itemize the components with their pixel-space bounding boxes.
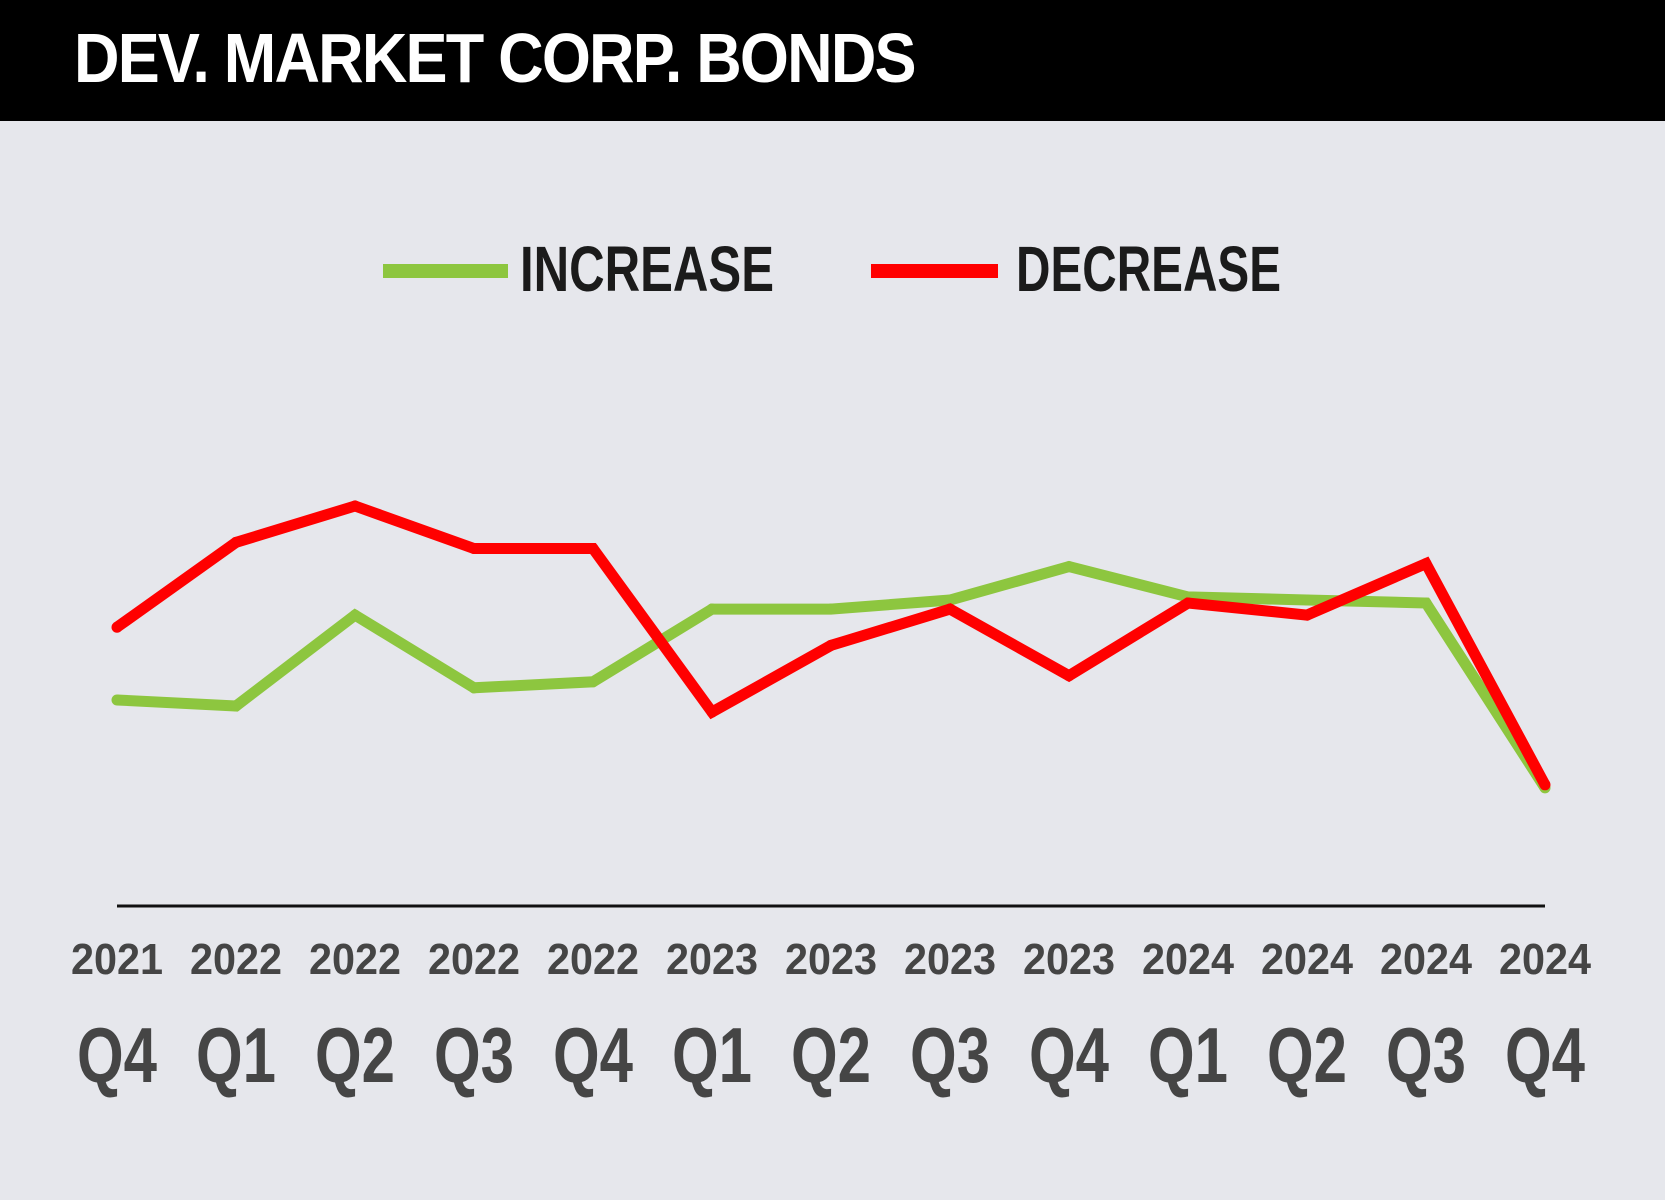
data-point-decrease [706,706,718,718]
x-tick-quarter-label: Q1 [672,1011,752,1099]
legend-label-increase: INCREASE [520,233,774,305]
data-point-increase [468,682,480,694]
data-point-decrease [1182,597,1194,609]
data-point-increase [825,603,837,615]
data-point-decrease [468,542,480,554]
data-point-increase [587,676,599,688]
x-tick-quarter-label: Q3 [1386,1011,1466,1099]
data-point-decrease [1420,558,1432,570]
legend-label-decrease: DECREASE [1016,233,1281,305]
data-point-decrease [1063,670,1075,682]
x-tick-year-label: 2023 [666,935,758,984]
data-point-increase [1420,597,1432,609]
x-tick-year-label: 2023 [785,935,877,984]
data-point-decrease [111,621,123,633]
title-bar: DEV. MARKET CORP. BONDS [0,0,1665,121]
x-tick-quarter-label: Q2 [315,1011,395,1099]
x-tick-year-label: 2022 [547,935,639,984]
data-point-decrease [944,603,956,615]
data-point-decrease [230,536,242,548]
data-point-increase [1063,561,1075,573]
data-point-decrease [1539,779,1551,791]
x-tick-quarter-label: Q4 [1029,1011,1109,1099]
x-tick-quarter-label: Q4 [77,1011,157,1099]
x-tick-quarter-label: Q1 [196,1011,276,1099]
x-tick-year-label: 2024 [1380,935,1472,984]
data-point-decrease [349,500,361,512]
data-point-increase [230,700,242,712]
chart-title: DEV. MARKET CORP. BONDS [74,19,917,97]
x-tick-year-label: 2022 [190,935,282,984]
data-point-decrease [587,542,599,554]
x-tick-quarter-label: Q4 [553,1011,633,1099]
x-tick-year-label: 2021 [71,935,163,984]
x-tick-year-label: 2024 [1261,935,1353,984]
x-tick-quarter-label: Q2 [791,1011,871,1099]
x-tick-quarter-label: Q1 [1148,1011,1228,1099]
data-point-increase [1301,594,1313,606]
x-tick-quarter-label: Q4 [1505,1011,1585,1099]
data-point-increase [944,594,956,606]
x-tick-quarter-label: Q3 [910,1011,990,1099]
data-point-decrease [825,639,837,651]
data-point-increase [111,694,123,706]
x-tick-year-label: 2022 [309,935,401,984]
data-point-increase [349,609,361,621]
x-tick-year-label: 2023 [904,935,996,984]
x-tick-quarter-label: Q2 [1267,1011,1347,1099]
x-tick-year-label: 2024 [1499,935,1591,984]
x-tick-quarter-label: Q3 [434,1011,514,1099]
data-point-increase [706,603,718,615]
x-tick-year-label: 2023 [1023,935,1115,984]
x-tick-year-label: 2022 [428,935,520,984]
x-tick-year-label: 2024 [1142,935,1234,984]
data-point-decrease [1301,609,1313,621]
